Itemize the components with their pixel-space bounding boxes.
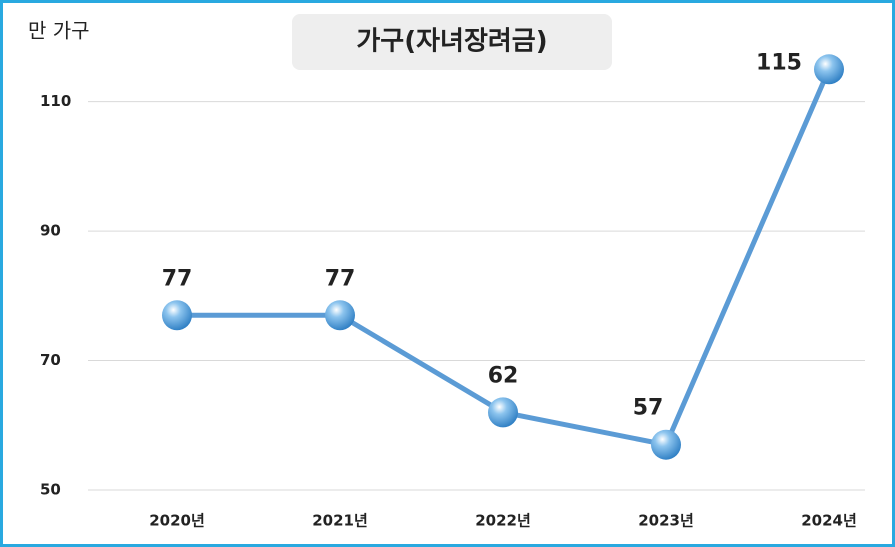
y-tick-label: 70 — [40, 351, 61, 369]
x-tick-label: 2022년 — [475, 512, 531, 530]
x-tick-label: 2021년 — [312, 512, 368, 530]
y-tick-label: 90 — [40, 222, 61, 240]
value-label: 77 — [162, 266, 193, 291]
y-tick-label: 50 — [40, 481, 61, 499]
y-axis-label: 만 가구 — [28, 19, 90, 43]
x-tick-label: 2023년 — [638, 512, 694, 530]
chart-title: 가구(자녀장려금) — [356, 27, 547, 57]
data-point — [162, 300, 192, 331]
x-tick-label: 2020년 — [149, 512, 205, 530]
value-label: 77 — [325, 266, 356, 291]
value-label: 57 — [633, 396, 664, 421]
data-point — [325, 300, 355, 331]
data-point — [814, 54, 844, 85]
x-tick-label: 2024년 — [801, 512, 857, 530]
y-tick-label: 110 — [40, 92, 71, 110]
data-point — [651, 429, 681, 460]
value-label: 62 — [488, 363, 519, 388]
value-label: 115 — [756, 50, 802, 75]
data-point — [488, 397, 518, 428]
title-box — [292, 14, 612, 70]
